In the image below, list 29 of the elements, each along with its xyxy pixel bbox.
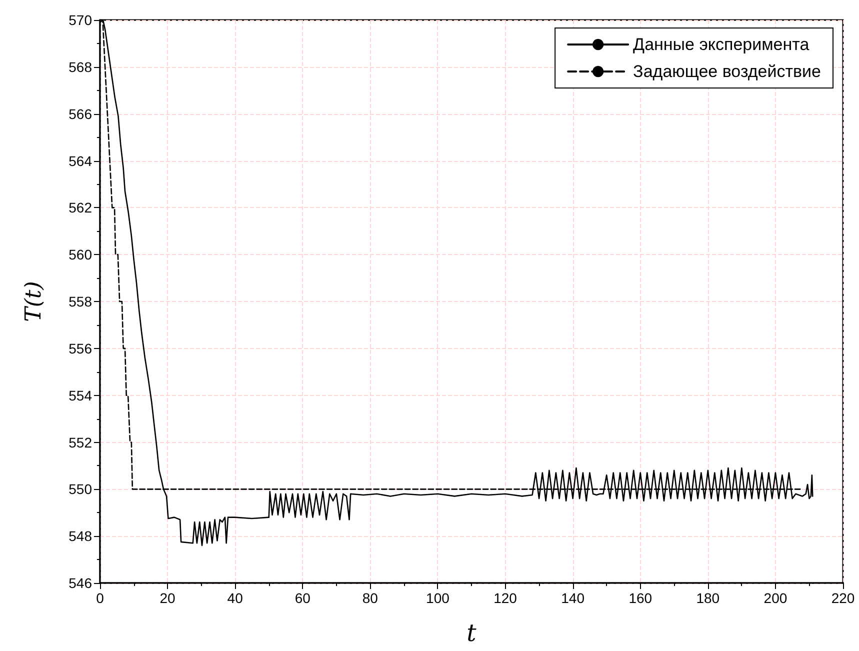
y-tick-label: 558 (68, 294, 92, 310)
y-tick-label: 566 (68, 106, 92, 122)
x-tick-label: 20 (160, 590, 176, 606)
y-tick-label: 570 (68, 12, 92, 28)
x-tick-label: 200 (764, 590, 788, 606)
x-tick-label: 140 (561, 590, 585, 606)
y-tick-label: 546 (68, 575, 92, 591)
y-tick-label: 548 (68, 528, 92, 544)
y-tick-label: 556 (68, 340, 92, 356)
legend-label: Задающее воздействие (633, 62, 822, 81)
legend-label: Данные эксперимента (633, 35, 810, 54)
y-tick-label: 550 (68, 481, 92, 498)
y-tick-label: 552 (68, 434, 92, 450)
x-tick-label: 120 (494, 590, 518, 606)
x-tick-label: 0 (96, 590, 104, 606)
y-tick-label: 560 (68, 246, 92, 263)
y-tick-label: 562 (68, 200, 92, 216)
x-tick-label: 80 (362, 590, 378, 606)
x-tick-label: 180 (696, 590, 720, 606)
x-tick-label: 40 (227, 590, 244, 606)
x-axis-title: t (466, 619, 477, 647)
y-tick-label: 564 (68, 152, 92, 169)
y-tick-label: 554 (68, 387, 92, 404)
x-tick-label: 160 (628, 590, 652, 606)
y-tick-label: 568 (68, 58, 92, 75)
x-tick-label: 60 (294, 590, 311, 606)
y-axis-title: T(t) (22, 281, 46, 322)
x-tick-label: 220 (831, 590, 855, 606)
x-tick-label: 100 (426, 590, 450, 606)
